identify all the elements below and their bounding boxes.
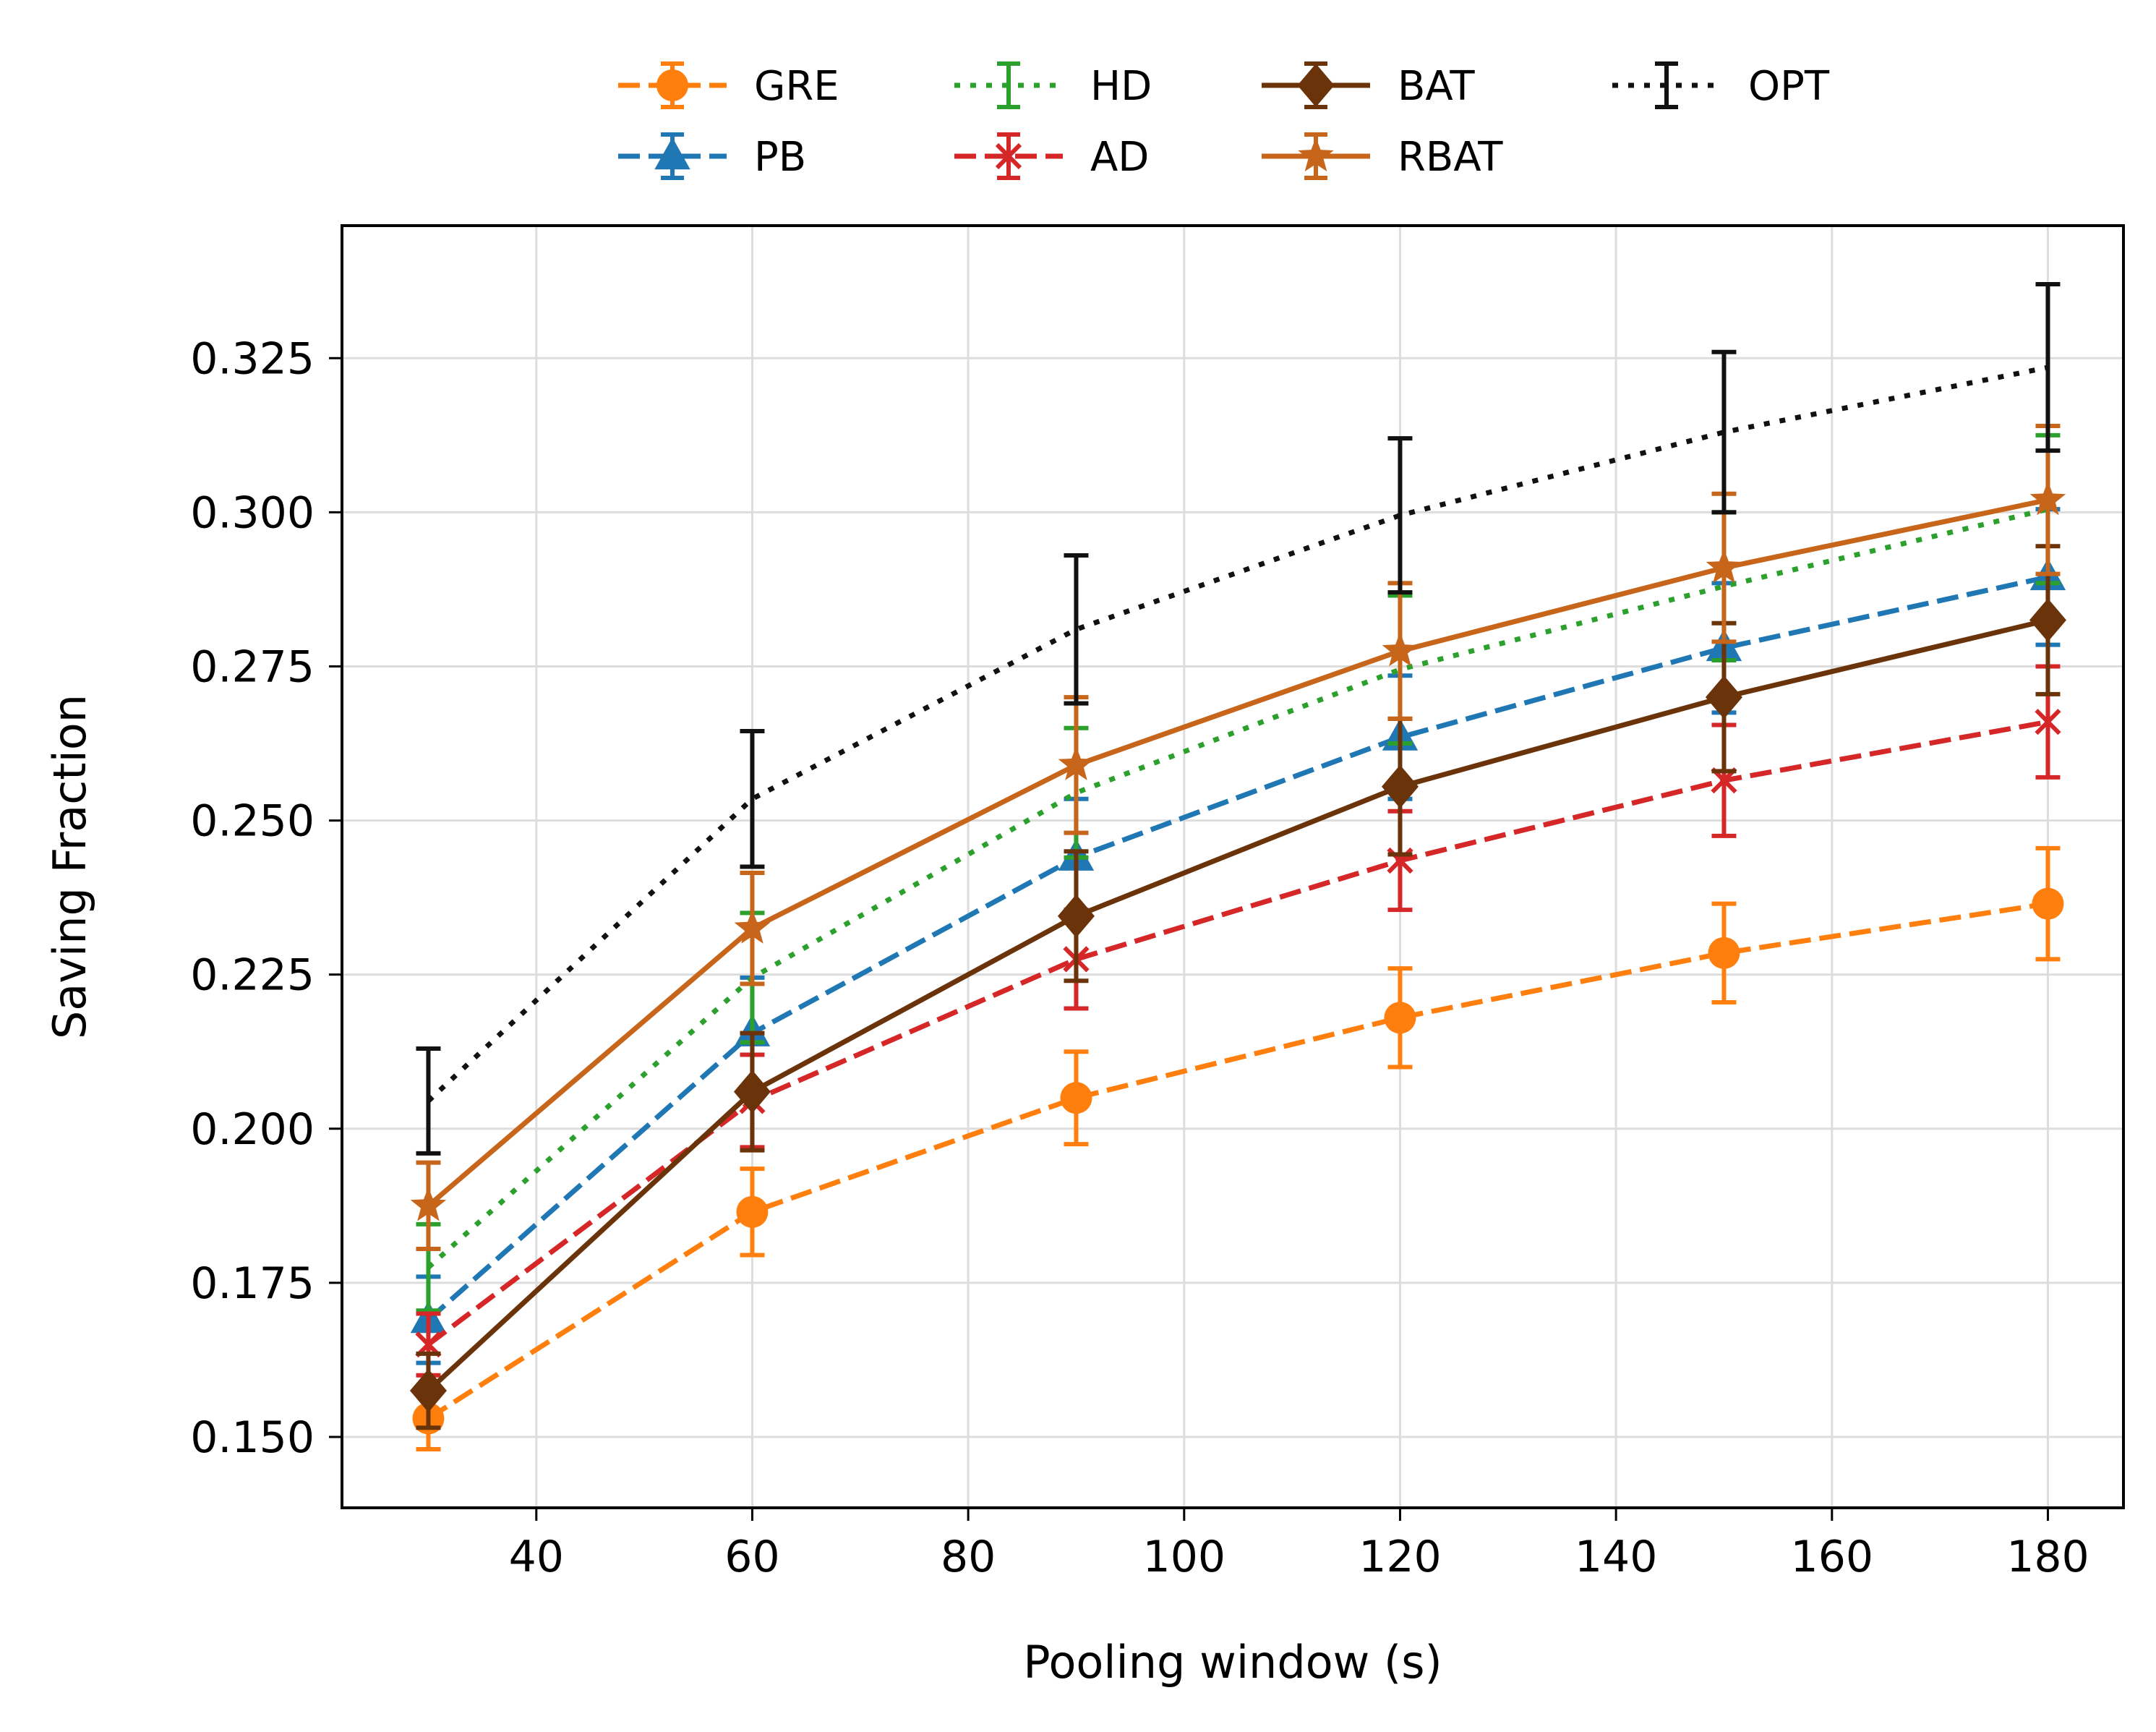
x-tick-label: 60 [724,1532,779,1582]
error-bar-opt [1387,436,1413,595]
axes: 40 60 80 100 120 140 160 180 0.150 0.175 0.200 0.22… [190,333,2089,1582]
legend-label: BAT [1398,63,1475,110]
x-tick-label: 140 [1575,1532,1658,1582]
legend: GRE PB HD AD BAT RBAT OPT [618,61,1830,181]
x-tick-label: 40 [509,1532,564,1582]
error-bar-opt [740,728,765,869]
legend-marker [1297,64,1335,107]
x-tick-label: 100 [1143,1532,1226,1582]
series-line-pb [427,574,2049,1322]
data-point-ad [2035,709,2061,735]
series-layer [409,281,2066,1452]
data-point-gre [1060,1082,1092,1114]
series-line-gre [427,901,2049,1421]
data-point-bat [2029,598,2066,642]
data-point-bat [1705,675,1742,720]
data-point-gre [736,1195,769,1228]
legend-marker [654,137,690,170]
data-point-gre [1384,1002,1416,1034]
data-point-gre [1708,937,1740,969]
legend-label: OPT [1748,63,1830,110]
data-point-rbat [1058,746,1095,780]
data-point-bat [1381,764,1419,809]
legend-marker [995,142,1022,170]
y-axis-label: Saving Fraction [43,694,96,1039]
y-tick-label: 0.175 [190,1258,315,1309]
legend-label: RBAT [1398,134,1503,181]
legend-item-pb: PB [618,132,806,181]
legend-label: PB [754,134,806,181]
legend-item-hd: HD [954,61,1152,110]
x-tick-label: 80 [941,1532,996,1582]
legend-marker [1298,137,1334,171]
legend-error-bar [997,61,1020,109]
error-bar-opt [1711,349,1737,515]
x-axis-label: Pooling window (s) [1023,1636,1442,1689]
y-tick-label: 0.200 [190,1104,315,1155]
y-tick-label: 0.300 [190,487,315,538]
legend-label: HD [1090,63,1152,110]
plot-frame [341,224,2125,1509]
series-line-opt [427,364,2049,1103]
error-bar-opt [416,1046,441,1156]
legend-item-gre: GRE [618,61,839,110]
legend-label: AD [1090,134,1149,181]
legend-item-rbat: RBAT [1262,132,1503,181]
y-tick-label: 0.225 [190,950,315,1001]
data-point-rbat [2029,481,2066,516]
y-tick-label: 0.325 [190,333,315,384]
data-point-rbat [1706,549,1742,584]
data-point-rbat [410,1187,447,1221]
legend-item-bat: BAT [1262,61,1475,110]
series-line-bat [427,618,2049,1393]
legend-error-bar [1655,61,1678,109]
x-tick-label: 180 [2006,1532,2089,1582]
series-line-rbat [427,497,2049,1208]
x-tick-label: 120 [1359,1532,1442,1582]
x-tick-label: 160 [1791,1532,1874,1582]
legend-item-ad: AD [954,132,1149,181]
series-line-hd [427,506,2049,1270]
y-tick-label: 0.250 [190,796,315,847]
legend-item-opt: OPT [1612,61,1830,110]
legend-marker [656,69,688,101]
data-point-rbat [734,909,771,944]
data-point-bat [1057,894,1095,938]
data-point-gre [2032,887,2064,920]
error-bar-opt [1064,553,1089,706]
legend-label: GRE [754,63,839,110]
data-point-bat [409,1369,447,1413]
y-tick-label: 0.150 [190,1412,315,1463]
data-point-bat [733,1070,771,1114]
y-tick-label: 0.275 [190,641,315,692]
series-opt [416,281,2061,1156]
data-point-rbat [1382,632,1419,667]
error-bar-opt [2035,281,2061,453]
